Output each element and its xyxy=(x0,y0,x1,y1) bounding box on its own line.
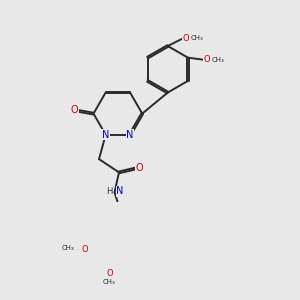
Text: CH₃: CH₃ xyxy=(62,245,74,251)
Text: CH₃: CH₃ xyxy=(102,279,115,285)
Text: O: O xyxy=(183,34,189,43)
Text: N: N xyxy=(102,130,110,140)
Text: O: O xyxy=(82,245,88,254)
Text: O: O xyxy=(106,269,113,278)
Text: N: N xyxy=(126,130,134,140)
Text: CH₃: CH₃ xyxy=(212,57,224,63)
Text: N: N xyxy=(116,186,124,196)
Text: O: O xyxy=(204,56,211,64)
Text: CH₃: CH₃ xyxy=(190,35,203,41)
Text: H: H xyxy=(106,187,113,196)
Text: O: O xyxy=(71,105,78,115)
Text: O: O xyxy=(135,163,143,173)
